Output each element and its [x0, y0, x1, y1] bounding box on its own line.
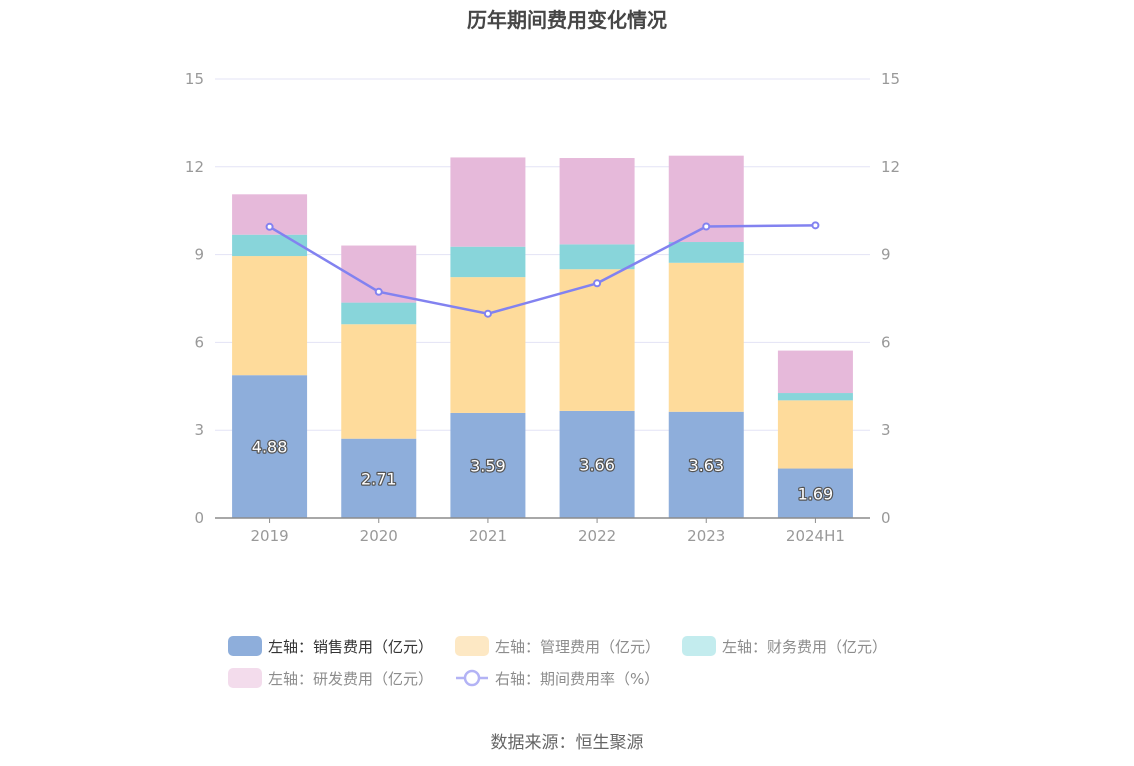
legend-swatch — [682, 636, 717, 656]
line-point — [374, 287, 383, 296]
bar-data-label: 1.69 — [798, 484, 834, 503]
bar-data-label: 3.66 — [579, 455, 615, 474]
legend-label: 左轴：财务费用（亿元） — [722, 637, 888, 656]
bar-segment — [450, 412, 526, 518]
line-point — [811, 221, 820, 230]
y-right-tick-label: 12 — [881, 158, 900, 176]
chart-title: 历年期间费用变化情况 — [467, 8, 667, 32]
legend-label: 左轴：管理费用（亿元） — [495, 637, 661, 656]
legend-item[interactable]: 左轴：研发费用（亿元） — [228, 668, 433, 689]
legend-item[interactable]: 左轴：财务费用（亿元） — [682, 636, 887, 657]
line-point — [702, 222, 711, 231]
bar-segment — [777, 350, 853, 394]
y-left-tick-label: 12 — [185, 158, 204, 176]
bar-segment — [559, 244, 635, 270]
y-right-tick-label: 0 — [881, 509, 891, 527]
legend-swatch — [228, 636, 262, 656]
expense-rate-line — [268, 224, 816, 316]
legend-row: 左轴：研发费用（亿元） 右轴：期间费用率（%） — [228, 662, 928, 694]
bar-segment — [450, 277, 526, 413]
bar-segment — [668, 411, 744, 518]
y-right-tick-label: 9 — [881, 246, 891, 264]
line-point — [593, 279, 602, 288]
bar-segment — [777, 468, 853, 518]
legend-row: 左轴：销售费用（亿元） 左轴：管理费用（亿元） 左轴：财务费用（亿元） — [228, 630, 928, 662]
bar-segment — [777, 400, 853, 469]
x-tick-label: 2022 — [578, 527, 616, 545]
bar-segment — [777, 393, 853, 401]
bar-segment — [232, 234, 308, 257]
bar-segment — [668, 242, 744, 263]
bar-segment — [232, 256, 308, 376]
x-tick-label: 2021 — [469, 527, 507, 545]
bar-data-label: 4.88 — [252, 438, 288, 457]
legend-label: 左轴：销售费用（亿元） — [268, 637, 434, 656]
legend-swatch — [455, 636, 490, 656]
bar-data-label: 3.63 — [688, 456, 724, 475]
bar-segment — [232, 375, 308, 518]
y-right-tick-label: 15 — [881, 70, 900, 88]
x-tick-label: 2024H1 — [786, 527, 845, 545]
x-tick-label: 2019 — [250, 527, 288, 545]
chart-legend: 左轴：销售费用（亿元） 左轴：管理费用（亿元） 左轴：财务费用（亿元） 左轴：研发费… — [228, 630, 928, 694]
bar-segment — [341, 324, 417, 439]
y-right-tick-label: 6 — [881, 333, 891, 351]
legend-label: 右轴：期间费用率（%） — [495, 669, 660, 688]
y-left-tick-label: 15 — [185, 70, 204, 88]
line-point — [265, 222, 274, 231]
bar-segment — [559, 410, 635, 518]
legend-label: 左轴：研发费用（亿元） — [268, 669, 434, 688]
bar-segment — [341, 302, 417, 325]
bar-segment — [668, 262, 744, 412]
bar-data-label: 2.71 — [361, 469, 397, 488]
x-tick-label: 2023 — [687, 527, 725, 545]
bar-segment — [450, 246, 526, 278]
bar-segment — [559, 269, 635, 411]
y-left-tick-label: 0 — [194, 509, 204, 527]
legend-item[interactable]: 左轴：销售费用（亿元） — [228, 636, 433, 657]
legend-line-icon — [456, 669, 489, 687]
bar-segment — [450, 157, 526, 247]
line-point — [483, 309, 492, 318]
legend-item[interactable]: 右轴：期间费用率（%） — [455, 668, 659, 689]
x-tick-label: 2020 — [360, 527, 398, 545]
y-left-tick-label: 6 — [194, 333, 204, 351]
bar-segment — [559, 158, 635, 245]
y-left-tick-label: 3 — [194, 421, 204, 439]
y-right-tick-label: 3 — [881, 421, 891, 439]
bar-data-label: 3.59 — [470, 456, 506, 475]
legend-swatch — [228, 668, 262, 688]
bar-segment — [341, 438, 417, 518]
data-source-note: 数据来源：恒生聚源 — [490, 733, 644, 753]
legend-item[interactable]: 左轴：管理费用（亿元） — [455, 636, 660, 657]
y-left-tick-label: 9 — [194, 246, 204, 264]
